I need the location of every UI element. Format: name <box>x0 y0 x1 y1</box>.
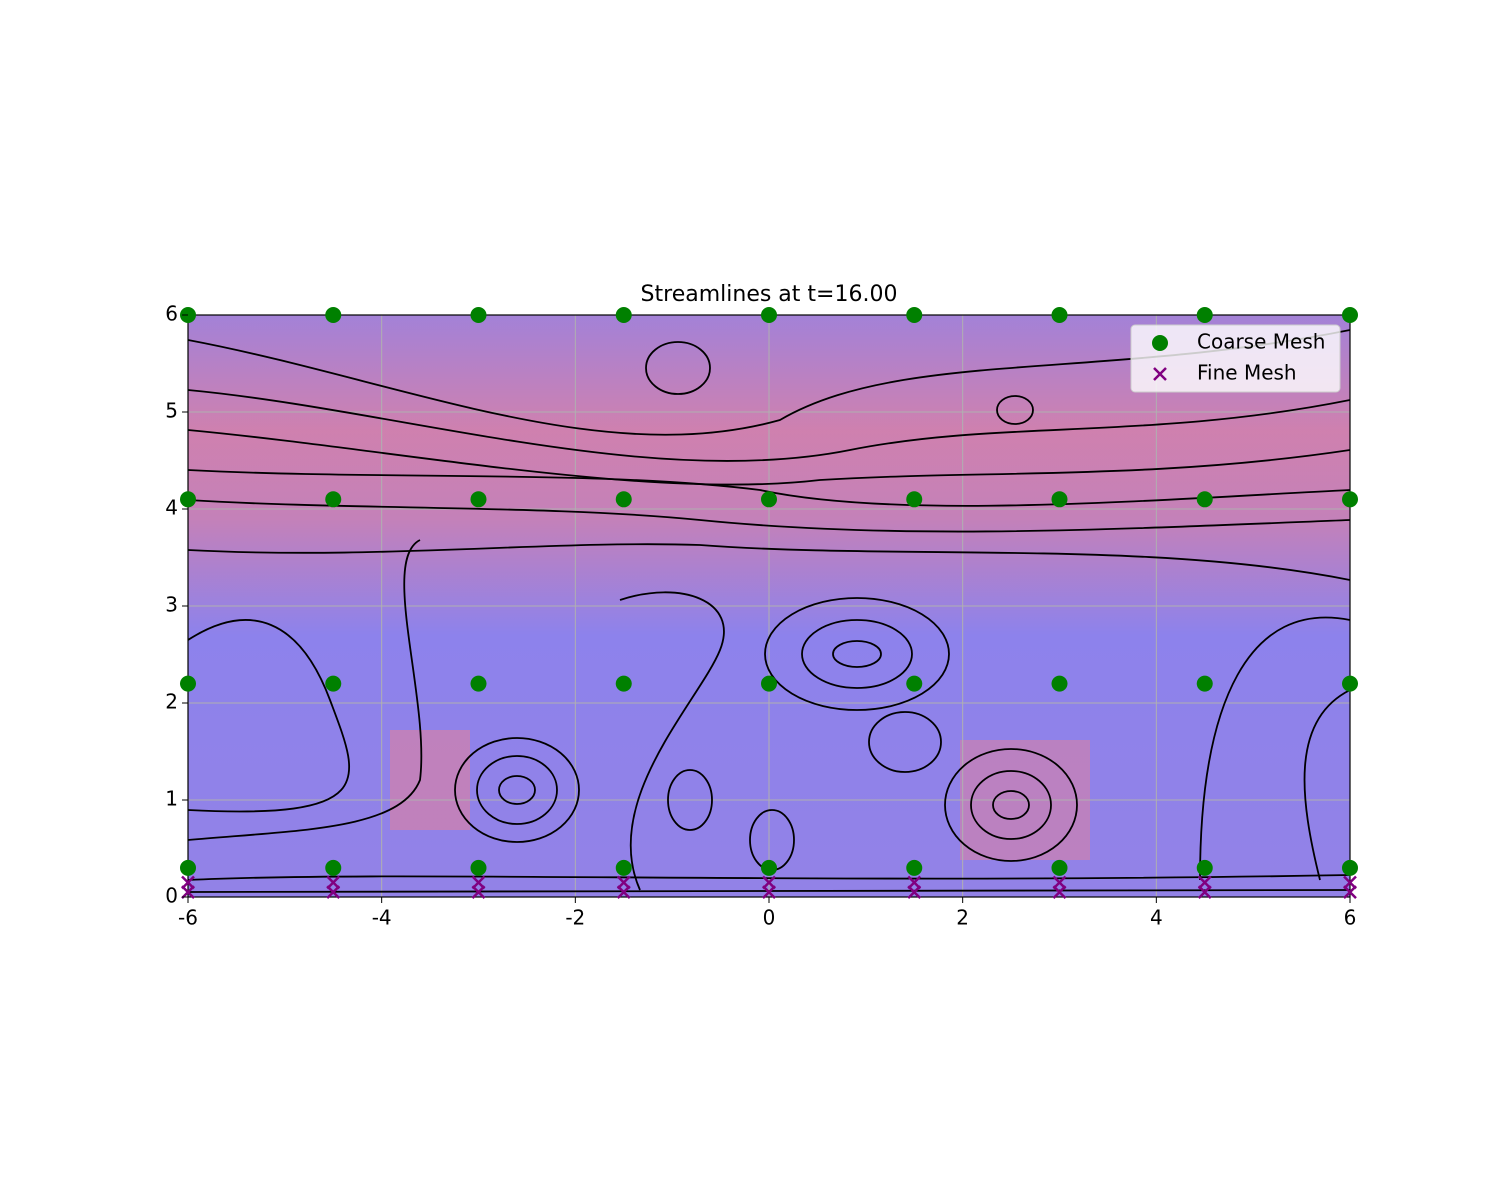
point <box>1196 307 1213 323</box>
point <box>1196 859 1213 876</box>
point <box>1342 675 1358 692</box>
y-tick-label: 3 <box>165 593 178 617</box>
legend <box>1130 324 1341 393</box>
point <box>1051 491 1068 508</box>
point <box>761 491 777 508</box>
point <box>470 307 487 323</box>
point <box>325 859 342 876</box>
point <box>906 859 923 876</box>
x-tick-label: -6 <box>178 906 198 930</box>
streamlines <box>188 329 1350 893</box>
point <box>325 491 342 508</box>
point <box>1342 491 1358 508</box>
point <box>615 491 632 508</box>
point <box>615 307 632 323</box>
point <box>1051 675 1068 692</box>
point <box>906 491 923 508</box>
x-marker <box>326 885 341 900</box>
point <box>180 491 196 508</box>
point <box>615 675 632 692</box>
point <box>761 859 777 876</box>
x-tick-label: 2 <box>956 906 969 930</box>
chart-title: Streamlines at t=16.00 <box>641 282 898 307</box>
point <box>470 491 487 508</box>
point <box>1196 491 1213 508</box>
x-marker <box>1197 885 1212 900</box>
point <box>1051 859 1068 876</box>
y-tick-label: 6 <box>165 302 178 326</box>
x-tick-label: 6 <box>1344 906 1357 930</box>
point <box>180 859 196 876</box>
point <box>906 307 923 323</box>
y-tick-label: 1 <box>165 787 178 811</box>
point <box>1051 307 1068 323</box>
x-marker <box>907 885 922 900</box>
x-marker <box>471 885 486 900</box>
x-marker <box>1153 367 1167 381</box>
legend-label: Fine Mesh <box>1197 361 1297 385</box>
point <box>1152 335 1168 351</box>
point <box>1342 859 1358 876</box>
axes: -6 -4 -2 0 2 4 6 0 1 2 3 4 5 6 <box>165 302 1356 930</box>
y-tick-label: 2 <box>165 690 178 714</box>
markers <box>180 307 1358 900</box>
x-marker <box>762 885 776 900</box>
y-tick-label: 0 <box>165 884 178 908</box>
point <box>470 675 487 692</box>
x-marker <box>1343 885 1357 900</box>
point <box>180 675 196 692</box>
point <box>1342 307 1358 323</box>
point <box>325 675 342 692</box>
point <box>325 307 342 323</box>
y-tick-label: 5 <box>165 399 178 423</box>
legend-label: Coarse Mesh <box>1197 330 1325 354</box>
x-marker <box>616 885 631 900</box>
y-tick-label: 4 <box>165 496 178 520</box>
x-tick-label: -4 <box>372 906 392 930</box>
x-tick-label: -2 <box>565 906 585 930</box>
point <box>1196 675 1213 692</box>
x-tick-label: 4 <box>1150 906 1163 930</box>
point <box>761 307 777 323</box>
point <box>470 859 487 876</box>
x-marker <box>181 885 195 900</box>
point <box>761 675 777 692</box>
point <box>615 859 632 876</box>
x-marker <box>1052 885 1067 900</box>
point <box>906 675 923 692</box>
legend-entries: Coarse Mesh Fine Mesh <box>1152 330 1325 385</box>
x-tick-label: 0 <box>763 906 776 930</box>
